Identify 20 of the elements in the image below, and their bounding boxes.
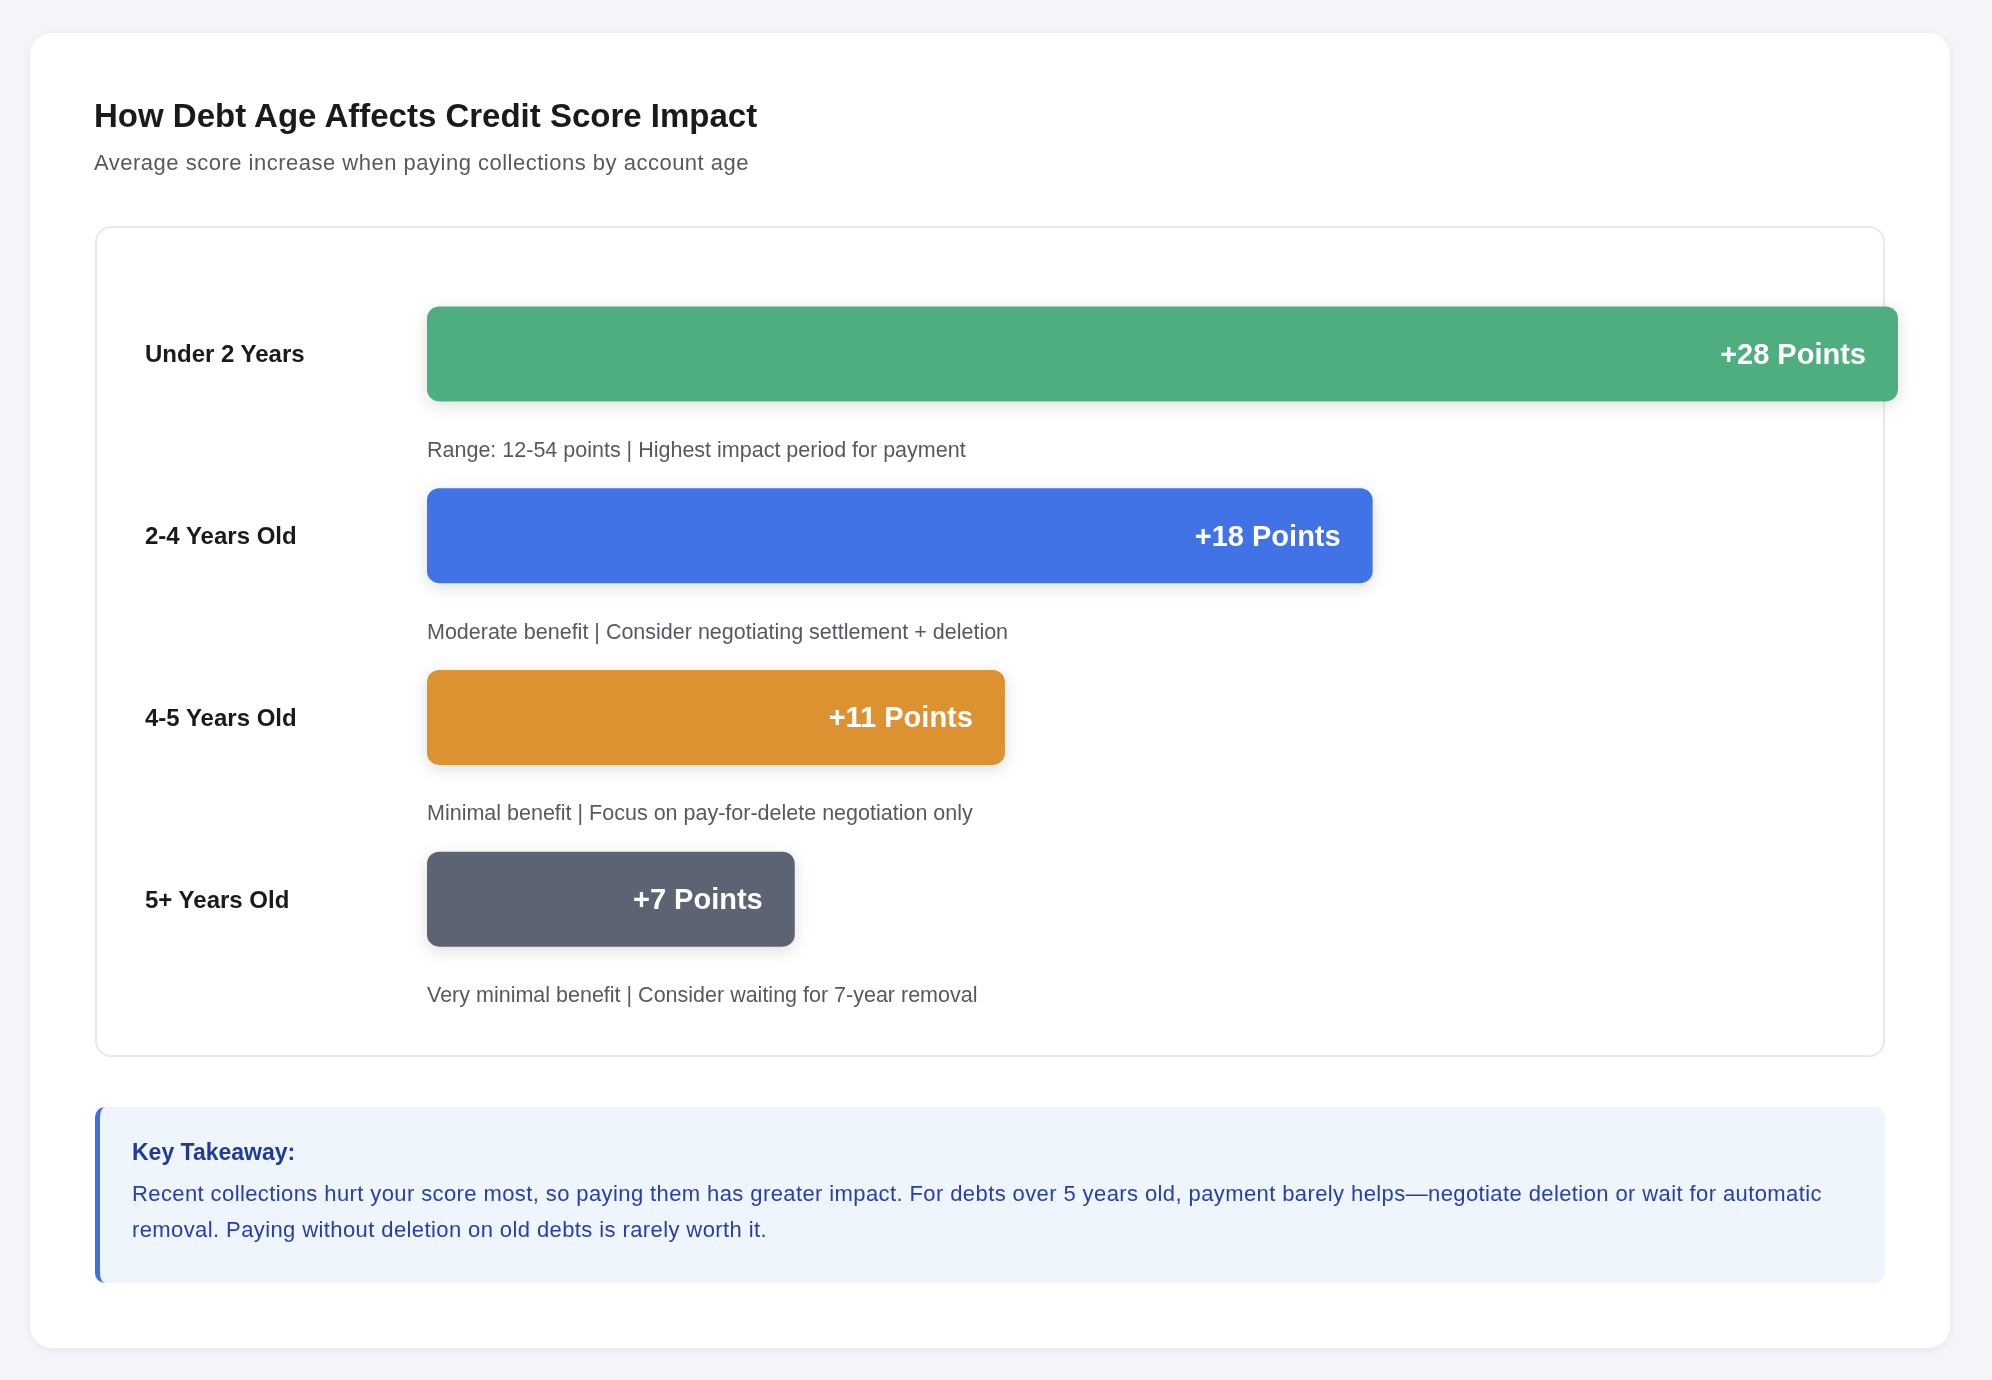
bar bbox=[427, 669, 1005, 765]
data-label: +11 Points bbox=[828, 701, 973, 734]
annotation: Range: 12-54 points | Highest impact period for payment bbox=[427, 437, 966, 462]
y-tick-label: 5+ Years Old bbox=[145, 885, 290, 913]
annotation: Moderate benefit | Consider negotiating settlement + deletion bbox=[427, 619, 1009, 644]
chart-title: How Debt Age Affects Credit Score Impact bbox=[94, 96, 758, 136]
data-label: +28 Points bbox=[1720, 337, 1866, 370]
text: Key Takeaway: bbox=[132, 1138, 297, 1167]
bar bbox=[427, 851, 795, 947]
annotation: Minimal benefit | Focus on pay-for-delete negotiation only bbox=[427, 801, 974, 826]
text: Recent collections hurt your score most, so paying them has greater impact. For debts over 5 years old, payment barely helps—negotiate deletion or wait for automatic removal. Paying without deletion on old debts is rarely worth it. bbox=[132, 1180, 1823, 1244]
y-tick-label: 2-4 Years Old bbox=[145, 522, 297, 550]
y-tick-label: 4-5 Years Old bbox=[145, 703, 297, 731]
data-label: +18 Points bbox=[1194, 519, 1341, 552]
chart-subtitle: Average score increase when paying collections by account age bbox=[94, 149, 750, 177]
bar bbox=[427, 306, 1898, 402]
data-label: +7 Points bbox=[633, 883, 763, 916]
annotation: Very minimal benefit | Consider waiting for 7-year removal bbox=[427, 983, 978, 1008]
y-tick-label: Under 2 Years bbox=[145, 340, 305, 368]
bar bbox=[427, 488, 1373, 584]
